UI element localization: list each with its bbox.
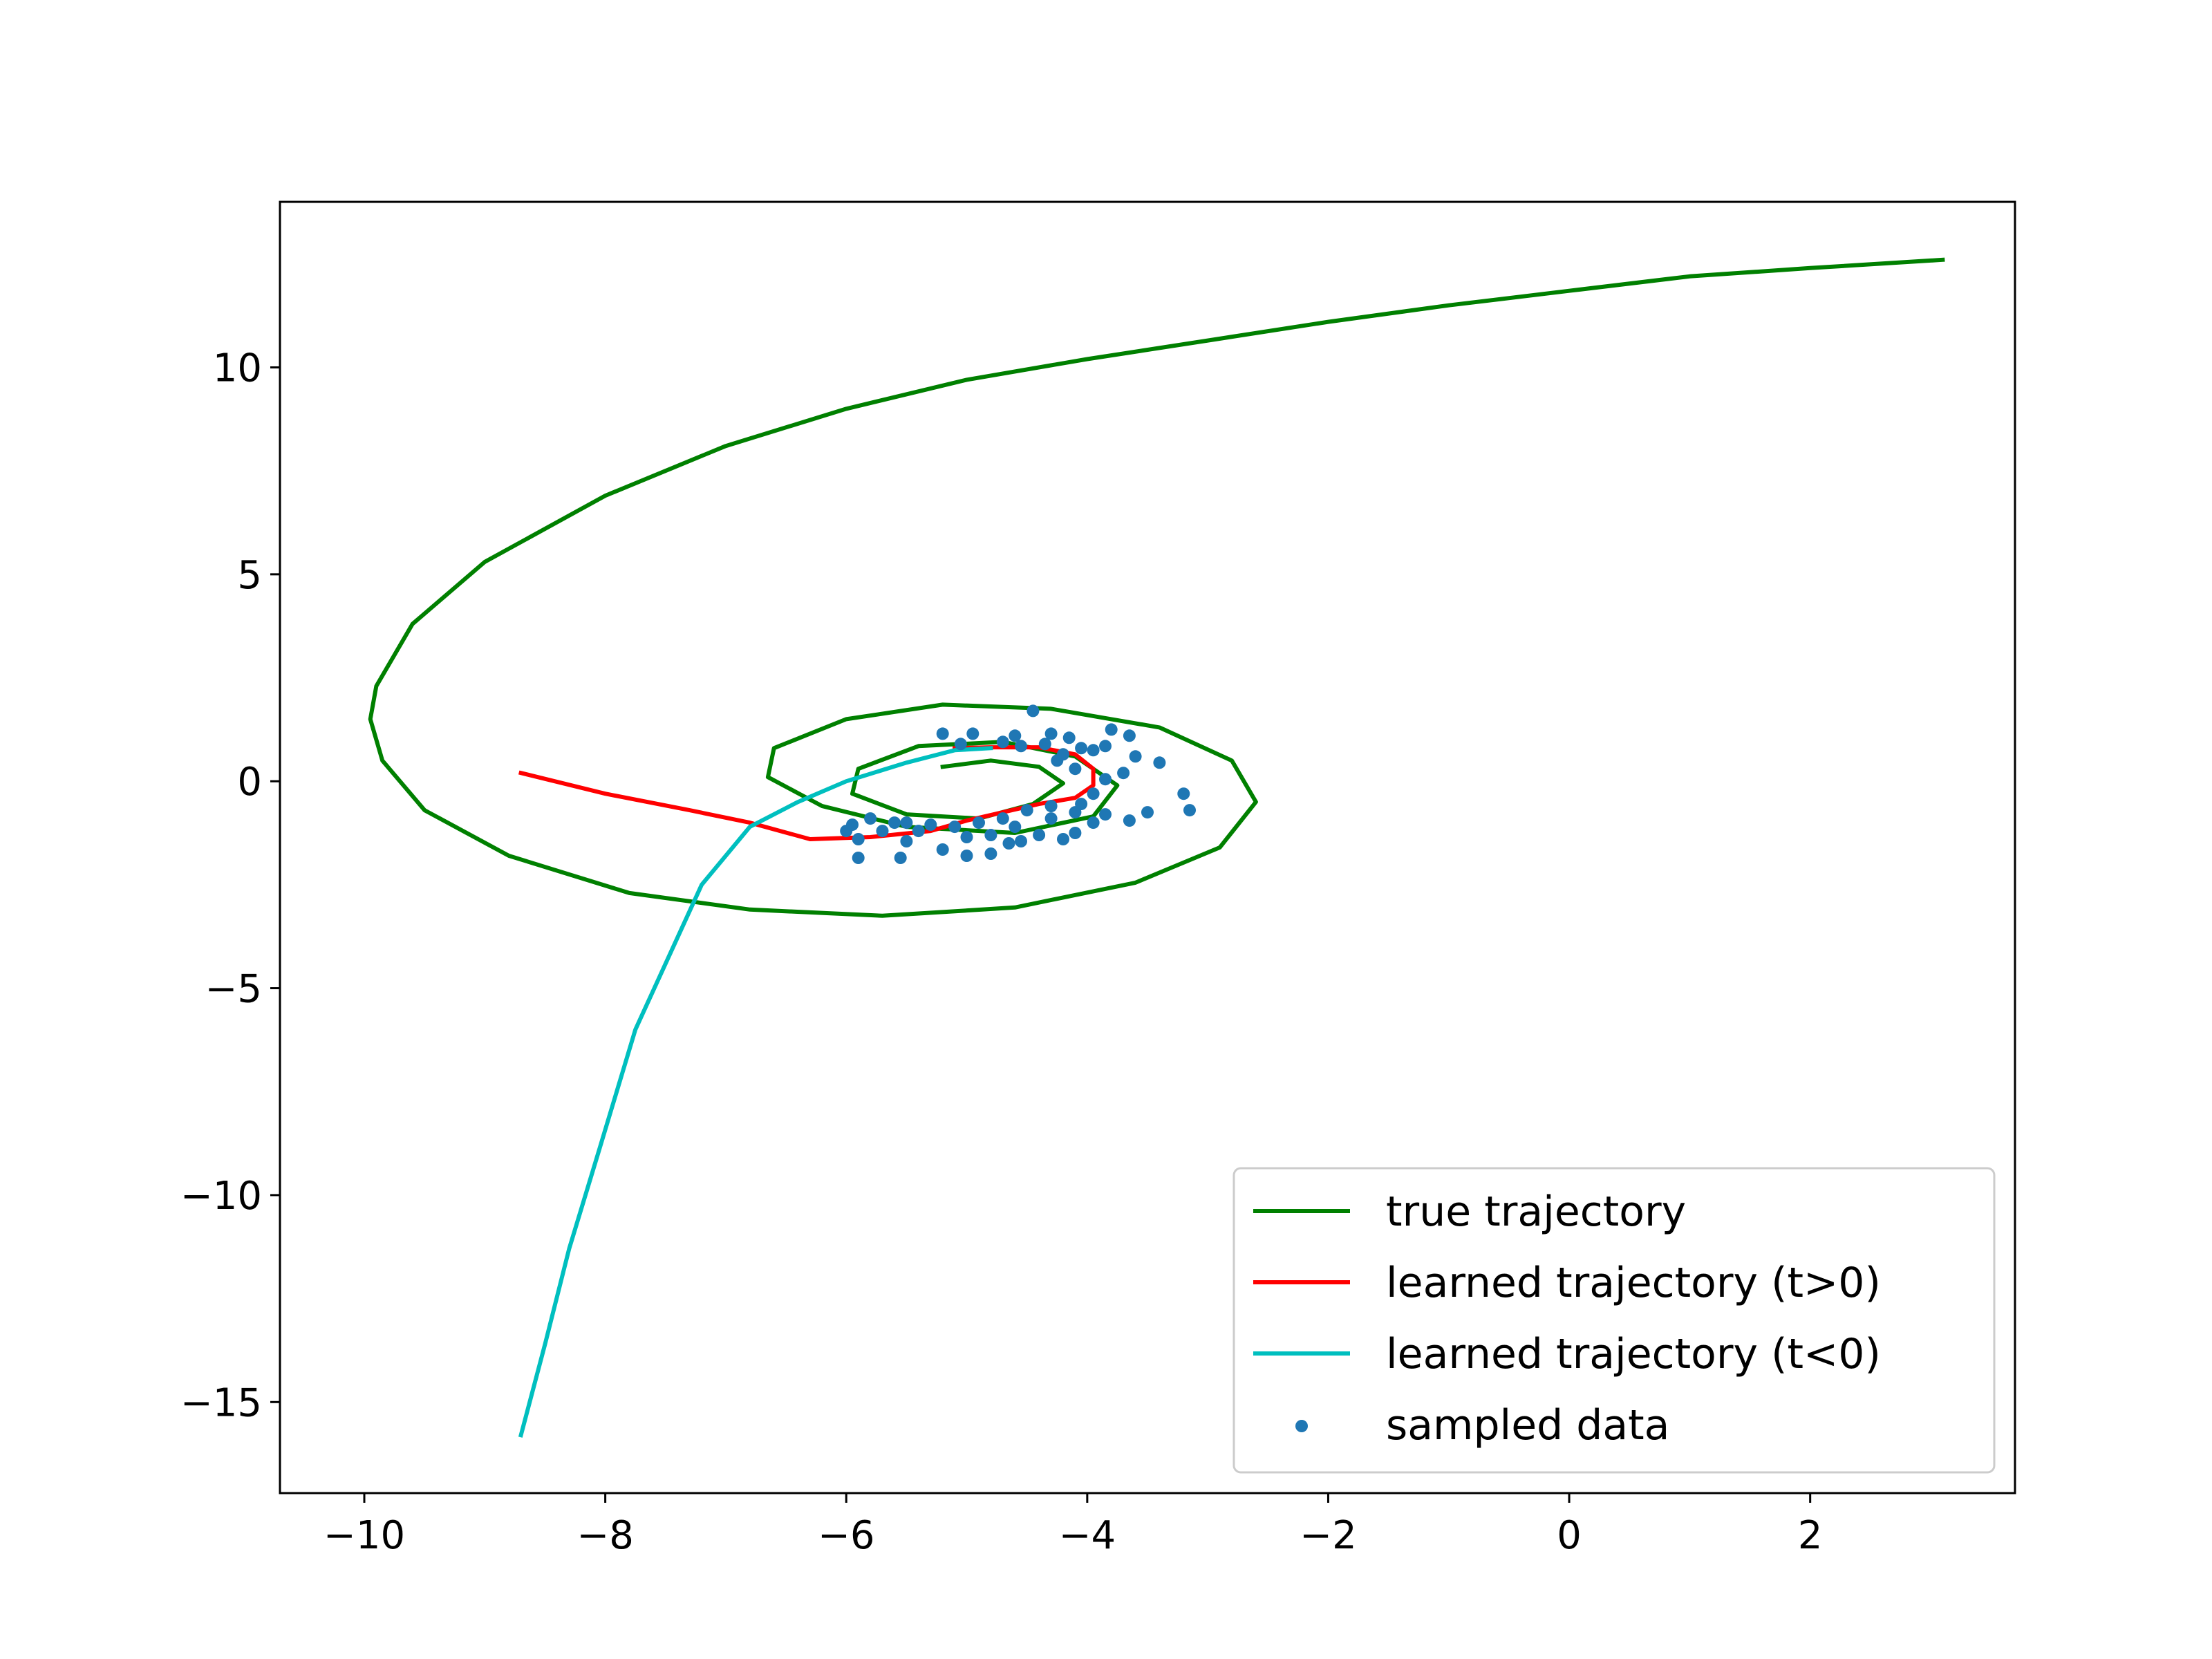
scatter-point-43	[960, 831, 973, 843]
scatter-point-16	[1177, 787, 1190, 800]
x-tick-label: −6	[818, 1513, 875, 1558]
scatter-point-11	[1099, 740, 1112, 753]
scatter-point-48	[1087, 787, 1100, 800]
scatter-point-50	[1020, 804, 1033, 817]
x-tick-label: −2	[1300, 1513, 1357, 1558]
scatter-point-55	[1069, 762, 1082, 776]
scatter-point-24	[1033, 829, 1046, 841]
scatter-point-23	[1057, 833, 1069, 845]
scatter-point-20	[1099, 808, 1112, 821]
scatter-point-26	[1002, 837, 1015, 850]
plot-frame	[279, 200, 2016, 1494]
scatter-point-57	[996, 735, 1009, 749]
x-tick-label: −4	[1059, 1513, 1116, 1558]
legend: true trajectory learned trajectory (t>0) l…	[1232, 1167, 1996, 1474]
scatter-point-51	[996, 812, 1009, 825]
y-axis: −15 −10 −5 0 5 10	[180, 346, 280, 1425]
scatter-point-59	[1038, 738, 1051, 751]
scatter-point-31	[912, 825, 925, 838]
scatter-point-34	[876, 825, 889, 838]
scatter-point-3	[1123, 729, 1136, 742]
scatter-point-47	[1075, 798, 1088, 811]
scatter-point-30	[936, 843, 949, 856]
scatter-point-21	[1087, 816, 1100, 830]
x-axis: −10 −8 −6 −4 −2 0 2	[324, 1493, 1823, 1558]
scatter-point-19	[1123, 814, 1136, 827]
legend-box	[1232, 1167, 1996, 1474]
scatter-point-42	[924, 818, 937, 832]
y-tick-label: −15	[180, 1380, 262, 1425]
scatter-point-25	[1015, 835, 1027, 847]
scatter-point-5	[966, 727, 980, 740]
series-line-learned-trajectory-t-0	[518, 746, 993, 1438]
x-tick-label: 2	[1798, 1513, 1823, 1558]
scatter-point-2	[1105, 723, 1118, 736]
scatter-point-45	[1044, 812, 1058, 825]
scatter-point-35	[864, 812, 877, 825]
series-layer	[368, 257, 1945, 1438]
scatter-point-41	[984, 847, 997, 860]
scatter-point-7	[1044, 727, 1058, 740]
scatter-point-58	[954, 738, 967, 751]
scatter-point-40	[894, 852, 907, 864]
scatter-point-39	[852, 852, 865, 864]
scatter-point-56	[1015, 740, 1027, 753]
scatter-point-32	[900, 835, 913, 847]
scatter-point-18	[1141, 806, 1154, 819]
scatter-point-14	[1117, 767, 1130, 780]
scatter-point-8	[1062, 731, 1076, 744]
x-tick-label: 0	[1557, 1513, 1582, 1558]
scatter-point-4	[936, 727, 949, 740]
scatter-point-15	[1099, 773, 1112, 786]
y-tick-label: 10	[213, 346, 262, 391]
scatter-point-6	[1009, 729, 1022, 742]
scatter-point-17	[1183, 804, 1196, 817]
legend-swatch-sampled-data	[1295, 1420, 1308, 1432]
scatter-point-13	[1153, 756, 1166, 769]
scatter-point-10	[1087, 744, 1100, 757]
scatter-point-52	[948, 821, 962, 834]
scatter-point-1	[1027, 704, 1040, 718]
scatter-point-49	[1044, 800, 1058, 813]
legend-label-learned-trajectory-t-0: learned trajectory (t>0)	[1386, 1259, 1881, 1307]
scatter-point-33	[888, 816, 901, 830]
y-tick-label: −10	[180, 1174, 262, 1219]
scatter-point-22	[1069, 827, 1082, 839]
x-tick-label: −8	[577, 1513, 634, 1558]
scatter-point-29	[960, 850, 973, 862]
scatter-point-27	[984, 829, 997, 841]
legend-label-learned-trajectory-t-0: learned trajectory (t<0)	[1386, 1330, 1881, 1378]
legend-label-true-trajectory: true trajectory	[1386, 1188, 1686, 1236]
scatter-point-44	[1009, 821, 1022, 834]
scatter-point-9	[1075, 742, 1088, 755]
legend-label-sampled-data: sampled data	[1386, 1401, 1669, 1450]
x-tick-label: −10	[324, 1513, 405, 1558]
scatter-point-53	[900, 816, 913, 830]
y-tick-label: 0	[237, 760, 262, 805]
scatter-point-36	[852, 833, 865, 845]
scatter-point-60	[1057, 748, 1069, 761]
y-tick-label: 5	[237, 553, 262, 598]
scatter-point-38	[840, 825, 853, 838]
scatter-point-28	[973, 816, 985, 830]
scatter-point-12	[1129, 750, 1142, 763]
series-line-true-trajectory	[368, 257, 1945, 918]
y-tick-label: −5	[205, 967, 262, 1012]
